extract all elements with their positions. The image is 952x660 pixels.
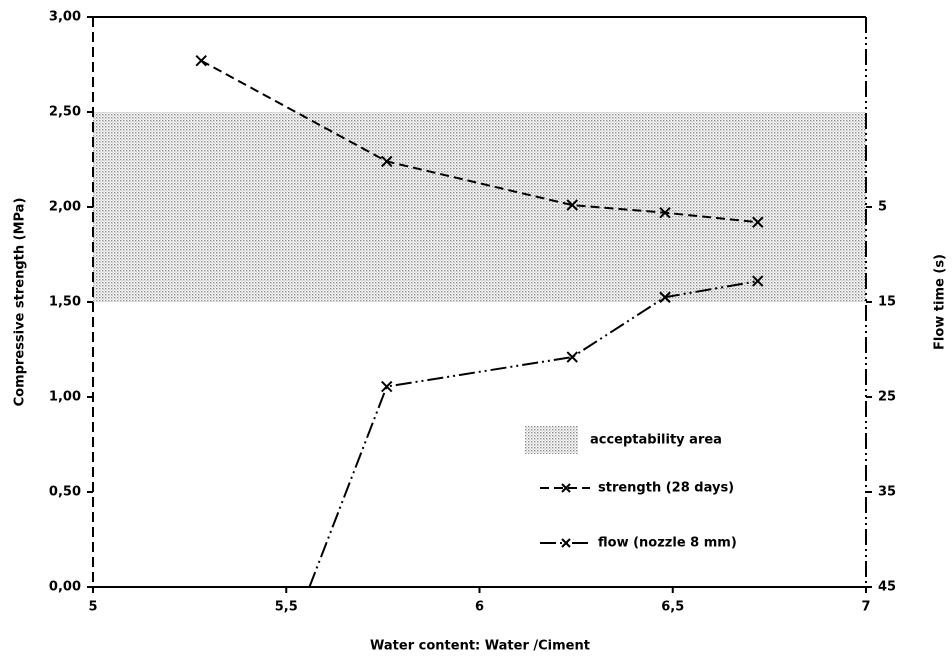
y-tick-label: 1,00 bbox=[49, 390, 81, 405]
x-tick-label: 5,5 bbox=[275, 600, 298, 615]
data-point bbox=[566, 351, 578, 363]
x-axis-title: Water content: Water /Ciment bbox=[370, 639, 590, 654]
marker-stroke bbox=[752, 216, 764, 228]
y-tick-label: 3,00 bbox=[49, 10, 81, 25]
y2-tick-label: 35 bbox=[878, 485, 896, 500]
data-point bbox=[381, 155, 393, 168]
data-point bbox=[752, 275, 764, 287]
data-point bbox=[195, 54, 207, 67]
marker-stroke bbox=[566, 199, 578, 211]
data-point bbox=[566, 199, 578, 211]
y2-tick-label: 45 bbox=[878, 580, 896, 595]
legend-label: strength (28 days) bbox=[598, 481, 734, 496]
legend-swatch bbox=[525, 426, 578, 454]
legend-label: flow (nozzle 8 mm) bbox=[598, 536, 737, 551]
marker-stroke bbox=[752, 275, 764, 287]
data-point bbox=[659, 206, 671, 219]
y2-tick-label: 25 bbox=[878, 390, 896, 405]
y-tick-label: 0,50 bbox=[49, 485, 81, 500]
x-tick-label: 6 bbox=[475, 600, 484, 615]
y2-axis-title: Flow time (s) bbox=[933, 254, 948, 350]
series-line bbox=[308, 280, 758, 588]
y2-tick-label: 5 bbox=[878, 200, 887, 215]
marker-stroke bbox=[561, 483, 571, 493]
series-line bbox=[200, 59, 758, 224]
data-point bbox=[381, 380, 393, 393]
marker-stroke bbox=[561, 538, 571, 548]
y2-tick-label: 15 bbox=[878, 295, 896, 310]
legend-label: acceptability area bbox=[590, 433, 722, 448]
y-tick-label: 2,50 bbox=[49, 105, 81, 120]
marker-stroke bbox=[381, 380, 393, 393]
legend-marker bbox=[561, 483, 571, 493]
data-point bbox=[752, 216, 764, 228]
marker-stroke bbox=[659, 291, 671, 303]
x-tick-label: 5 bbox=[88, 600, 97, 615]
y-axis-title: Compressive strength (MPa) bbox=[13, 198, 28, 407]
marker-stroke bbox=[195, 54, 207, 67]
legend-marker bbox=[561, 538, 571, 548]
y-tick-label: 0,00 bbox=[49, 580, 81, 595]
marker-stroke bbox=[659, 206, 671, 219]
y-tick-label: 1,50 bbox=[49, 295, 81, 310]
data-point bbox=[659, 291, 671, 303]
x-tick-label: 6,5 bbox=[661, 600, 684, 615]
acceptability-band bbox=[93, 112, 866, 302]
plot-area bbox=[93, 112, 866, 302]
marker-stroke bbox=[566, 351, 578, 363]
y-tick-label: 2,00 bbox=[49, 200, 81, 215]
x-tick-label: 7 bbox=[861, 600, 870, 615]
marker-stroke bbox=[381, 155, 393, 168]
